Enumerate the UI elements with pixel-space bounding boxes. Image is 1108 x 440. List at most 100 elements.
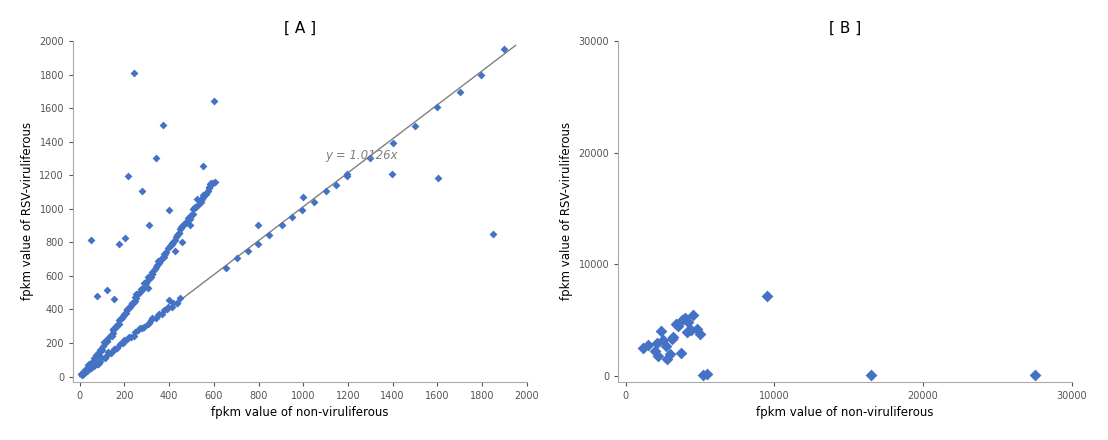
Point [192,199,209,206]
Point [110,240,127,247]
Point [1026,371,1044,378]
Point [192,198,209,205]
Point [133,187,151,194]
Point [85,355,103,362]
Point [181,213,198,220]
Point [674,317,691,324]
Point [148,262,166,269]
Point [99,334,116,341]
Point [294,207,311,214]
Point [72,370,90,377]
Point [107,324,125,331]
Title: [ B ]: [ B ] [829,21,861,36]
Point [191,200,208,207]
Point [197,190,215,197]
Point [201,181,218,188]
Point [92,354,110,361]
Point [138,284,156,291]
Point [85,360,103,367]
Y-axis label: fpkm value of RSV-viruliferous: fpkm value of RSV-viruliferous [21,122,34,301]
Point [194,162,212,169]
Point [171,230,188,237]
Point [75,369,93,376]
Point [184,206,202,213]
Point [150,257,167,264]
Point [98,337,115,345]
Point [143,270,161,277]
X-axis label: fpkm value of non-viruliferous: fpkm value of non-viruliferous [212,406,389,419]
Point [95,340,113,347]
Point [186,204,204,211]
Point [119,305,136,312]
Point [175,221,193,228]
Point [163,303,181,310]
Text: y = 1.0126x: y = 1.0126x [326,149,398,161]
Point [115,311,133,318]
Point [78,367,95,374]
Point [140,276,157,283]
Point [152,256,170,263]
Point [188,196,206,203]
Point [155,251,173,258]
Point [103,332,121,339]
Point [150,260,167,267]
Point [114,339,132,346]
Point [206,178,224,185]
Point [80,361,98,368]
Point [95,354,113,361]
Point [658,356,676,363]
Point [104,326,122,334]
Point [184,210,202,217]
Point [164,240,182,247]
Point [657,342,675,349]
Point [147,315,165,322]
Point [197,190,215,197]
Point [654,337,671,344]
Point [78,368,95,375]
Point [89,360,106,367]
Point [83,358,101,365]
Point [94,343,112,350]
Point [130,327,147,334]
Point [484,231,502,238]
Point [99,286,116,293]
Point [155,253,173,260]
Point [102,331,120,338]
Point [125,298,143,305]
Point [202,180,219,187]
Point [661,350,679,357]
Point [123,300,141,307]
Point [134,284,152,291]
Point [174,222,192,229]
Point [678,329,696,336]
Point [154,311,172,318]
Point [147,264,165,271]
Point [154,122,172,129]
Point [82,363,100,370]
Point [91,347,109,354]
Point [140,320,157,327]
Point [99,337,116,345]
Point [635,345,653,352]
Point [84,363,102,370]
Point [130,289,147,296]
Point [78,367,95,374]
Point [86,353,104,360]
Point [183,212,201,219]
Point [74,369,92,376]
Point [91,359,109,366]
Point [171,294,188,301]
Point [151,257,168,264]
Point [649,352,667,359]
Point [162,242,179,249]
Point [173,238,191,246]
Point [187,203,205,210]
Point [74,369,92,376]
Point [107,322,125,329]
Point [161,206,178,213]
Point [110,320,127,327]
Point [127,294,145,301]
Point [73,371,91,378]
Point [151,310,168,317]
Point [170,230,187,237]
